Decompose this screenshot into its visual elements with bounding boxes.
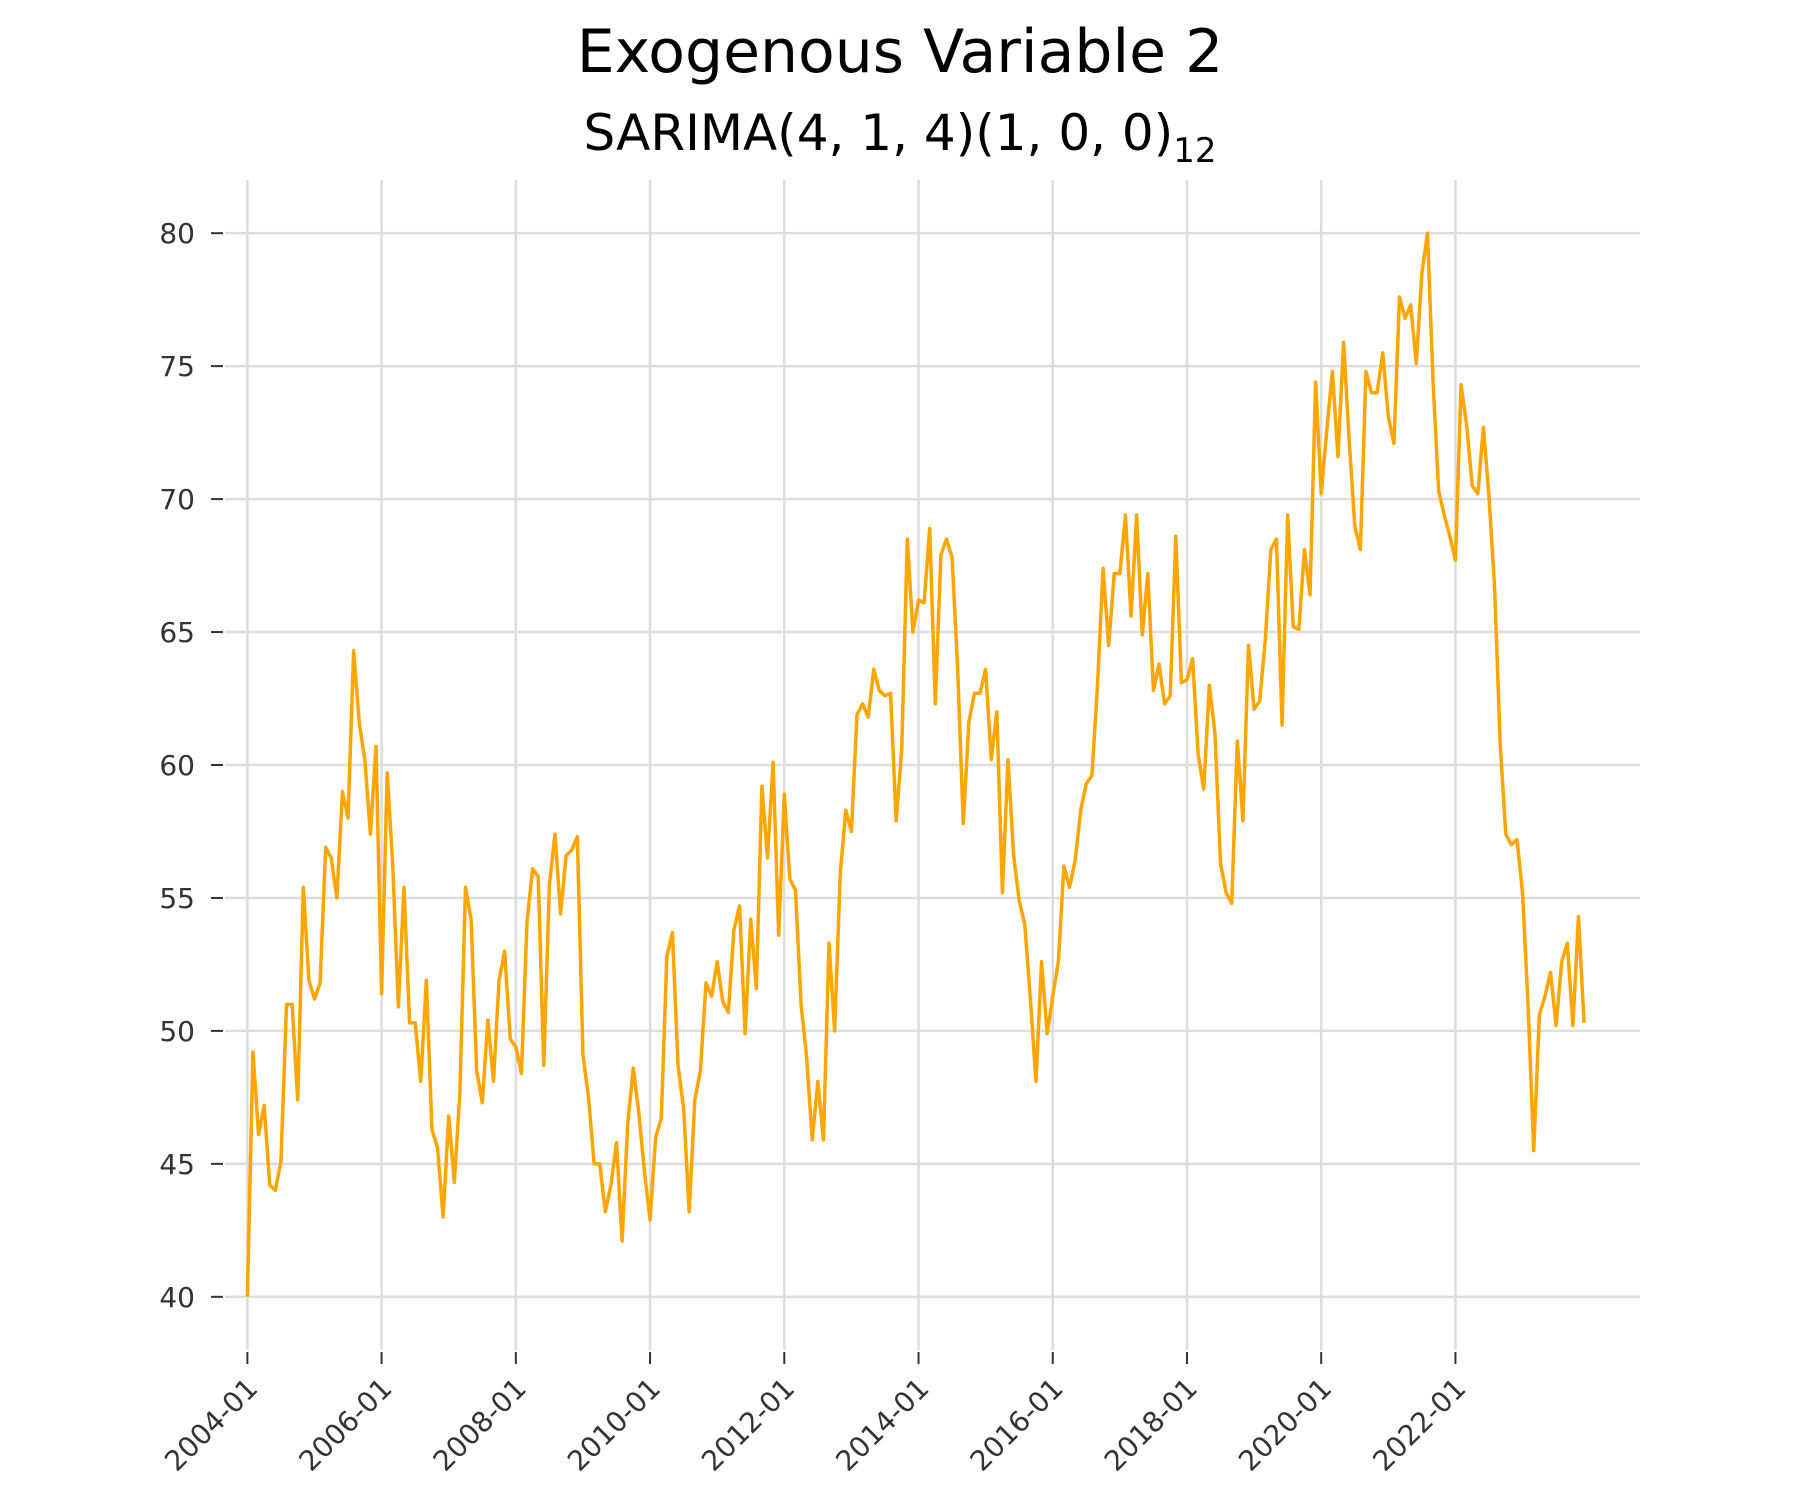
y-tick-label: 40 (159, 1281, 195, 1314)
subtitle-text: SARIMA(4, 1, 4)(1, 0, 0) (583, 104, 1174, 162)
x-tick-label: 2008-01 (427, 1372, 533, 1478)
y-tick-label: 55 (159, 882, 195, 915)
x-tick-label: 2012-01 (695, 1372, 801, 1478)
x-tick-label: 2004-01 (158, 1372, 264, 1478)
y-tick-label: 70 (159, 483, 195, 516)
y-tick-label: 50 (159, 1015, 195, 1048)
y-tick-label: 65 (159, 616, 195, 649)
x-tick-label: 2018-01 (1098, 1372, 1204, 1478)
series-line (245, 231, 1586, 1297)
y-tick-label: 80 (159, 217, 195, 250)
x-tick-label: 2016-01 (964, 1372, 1070, 1478)
x-tick-label: 2010-01 (561, 1372, 667, 1478)
x-tick-label: 2014-01 (829, 1372, 935, 1478)
grid (225, 180, 1640, 1350)
y-tick-label: 45 (159, 1148, 195, 1181)
x-tick-label: 2006-01 (292, 1372, 398, 1478)
y-tick-label: 75 (159, 350, 195, 383)
y-tick-label: 60 (159, 749, 195, 782)
x-tick-label: 2022-01 (1366, 1372, 1472, 1478)
x-tick-label: 2020-01 (1232, 1372, 1338, 1478)
axes: 40 45 50 55 60 65 70 75 80 2004-01 2006-01 2008-01 2… (158, 217, 1472, 1477)
chart-title: Exogenous Variable 2 (576, 17, 1224, 87)
series-layer (245, 231, 1586, 1297)
chart-subtitle: SARIMA(4, 1, 4)(1, 0, 0)12 (0, 108, 1800, 168)
subtitle-subscript: 12 (1173, 131, 1217, 171)
